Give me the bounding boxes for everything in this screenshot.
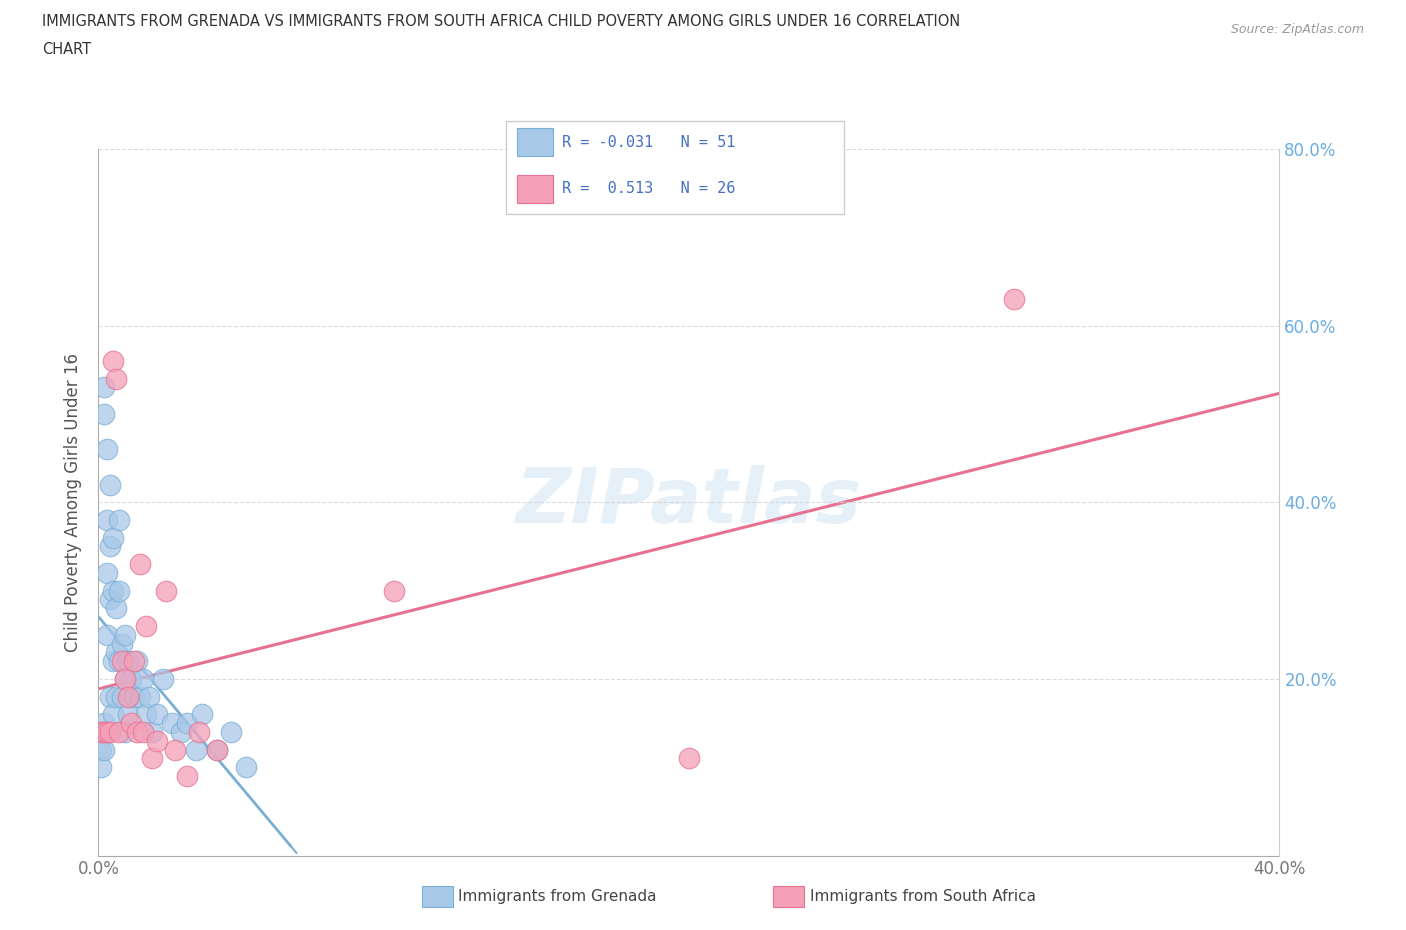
- Point: [187, 724, 209, 739]
- Point: [219, 724, 242, 739]
- Text: CHART: CHART: [42, 42, 91, 57]
- Point: [93, 406, 115, 421]
- Point: [135, 618, 157, 633]
- Point: [152, 671, 174, 686]
- Point: [96, 628, 118, 643]
- Point: [132, 724, 155, 739]
- Point: [108, 654, 131, 669]
- Point: [141, 724, 163, 739]
- Point: [93, 742, 115, 757]
- Point: [105, 371, 128, 386]
- Point: [135, 707, 157, 722]
- Point: [111, 654, 134, 669]
- Point: [205, 742, 228, 757]
- Point: [103, 353, 125, 368]
- Point: [111, 689, 134, 704]
- Point: [93, 724, 115, 739]
- Point: [125, 654, 148, 669]
- Point: [191, 707, 214, 722]
- Point: [108, 512, 131, 527]
- Point: [108, 724, 131, 739]
- Point: [146, 707, 169, 722]
- Point: [103, 530, 125, 545]
- Text: Immigrants from South Africa: Immigrants from South Africa: [810, 889, 1036, 904]
- Point: [96, 442, 118, 457]
- Point: [98, 539, 121, 554]
- Point: [176, 768, 198, 783]
- Point: [122, 654, 145, 669]
- Point: [235, 760, 257, 775]
- Point: [111, 636, 134, 651]
- Point: [170, 724, 193, 739]
- Point: [132, 671, 155, 686]
- Point: [114, 628, 136, 643]
- Point: [96, 724, 118, 739]
- Point: [103, 583, 125, 598]
- Point: [141, 751, 163, 766]
- Point: [117, 689, 139, 704]
- Point: [93, 380, 115, 395]
- Text: Source: ZipAtlas.com: Source: ZipAtlas.com: [1230, 23, 1364, 36]
- Point: [105, 689, 128, 704]
- Point: [105, 645, 128, 660]
- Point: [108, 583, 131, 598]
- Point: [90, 724, 112, 739]
- Point: [90, 724, 112, 739]
- Point: [114, 671, 136, 686]
- Point: [117, 707, 139, 722]
- Point: [162, 716, 183, 731]
- Point: [678, 751, 700, 766]
- Point: [96, 565, 118, 580]
- Point: [114, 671, 136, 686]
- Point: [98, 592, 121, 607]
- Text: ZIPatlas: ZIPatlas: [516, 465, 862, 539]
- Text: Immigrants from Grenada: Immigrants from Grenada: [458, 889, 657, 904]
- Point: [98, 477, 121, 492]
- Point: [382, 583, 405, 598]
- Point: [176, 716, 198, 731]
- Y-axis label: Child Poverty Among Girls Under 16: Child Poverty Among Girls Under 16: [65, 352, 83, 652]
- Point: [117, 654, 139, 669]
- Point: [96, 724, 118, 739]
- Point: [122, 689, 145, 704]
- Text: R = -0.031   N = 51: R = -0.031 N = 51: [562, 135, 735, 150]
- Point: [90, 742, 112, 757]
- Point: [120, 671, 142, 686]
- Point: [128, 689, 150, 704]
- Point: [105, 601, 128, 616]
- Point: [114, 724, 136, 739]
- Point: [103, 654, 125, 669]
- Point: [146, 733, 169, 748]
- Point: [128, 556, 150, 571]
- Point: [103, 707, 125, 722]
- Point: [155, 583, 177, 598]
- Text: IMMIGRANTS FROM GRENADA VS IMMIGRANTS FROM SOUTH AFRICA CHILD POVERTY AMONG GIRL: IMMIGRANTS FROM GRENADA VS IMMIGRANTS FR…: [42, 14, 960, 29]
- Point: [120, 716, 142, 731]
- Point: [98, 724, 121, 739]
- Point: [205, 742, 228, 757]
- Point: [125, 724, 148, 739]
- Text: R =  0.513   N = 26: R = 0.513 N = 26: [562, 181, 735, 196]
- Point: [138, 689, 160, 704]
- Point: [1002, 292, 1025, 307]
- Point: [184, 742, 207, 757]
- Point: [90, 760, 112, 775]
- Point: [93, 716, 115, 731]
- Point: [165, 742, 187, 757]
- Point: [98, 689, 121, 704]
- Point: [96, 512, 118, 527]
